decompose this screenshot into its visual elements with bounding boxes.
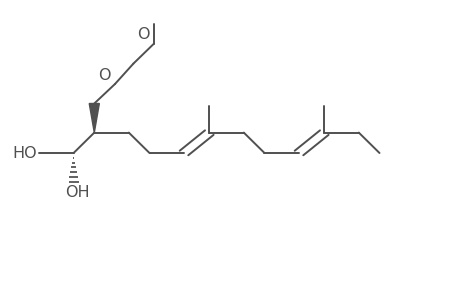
Text: OH: OH — [65, 185, 90, 200]
Polygon shape — [89, 103, 99, 133]
Text: O: O — [98, 68, 110, 82]
Text: HO: HO — [12, 146, 37, 160]
Text: O: O — [137, 27, 149, 42]
